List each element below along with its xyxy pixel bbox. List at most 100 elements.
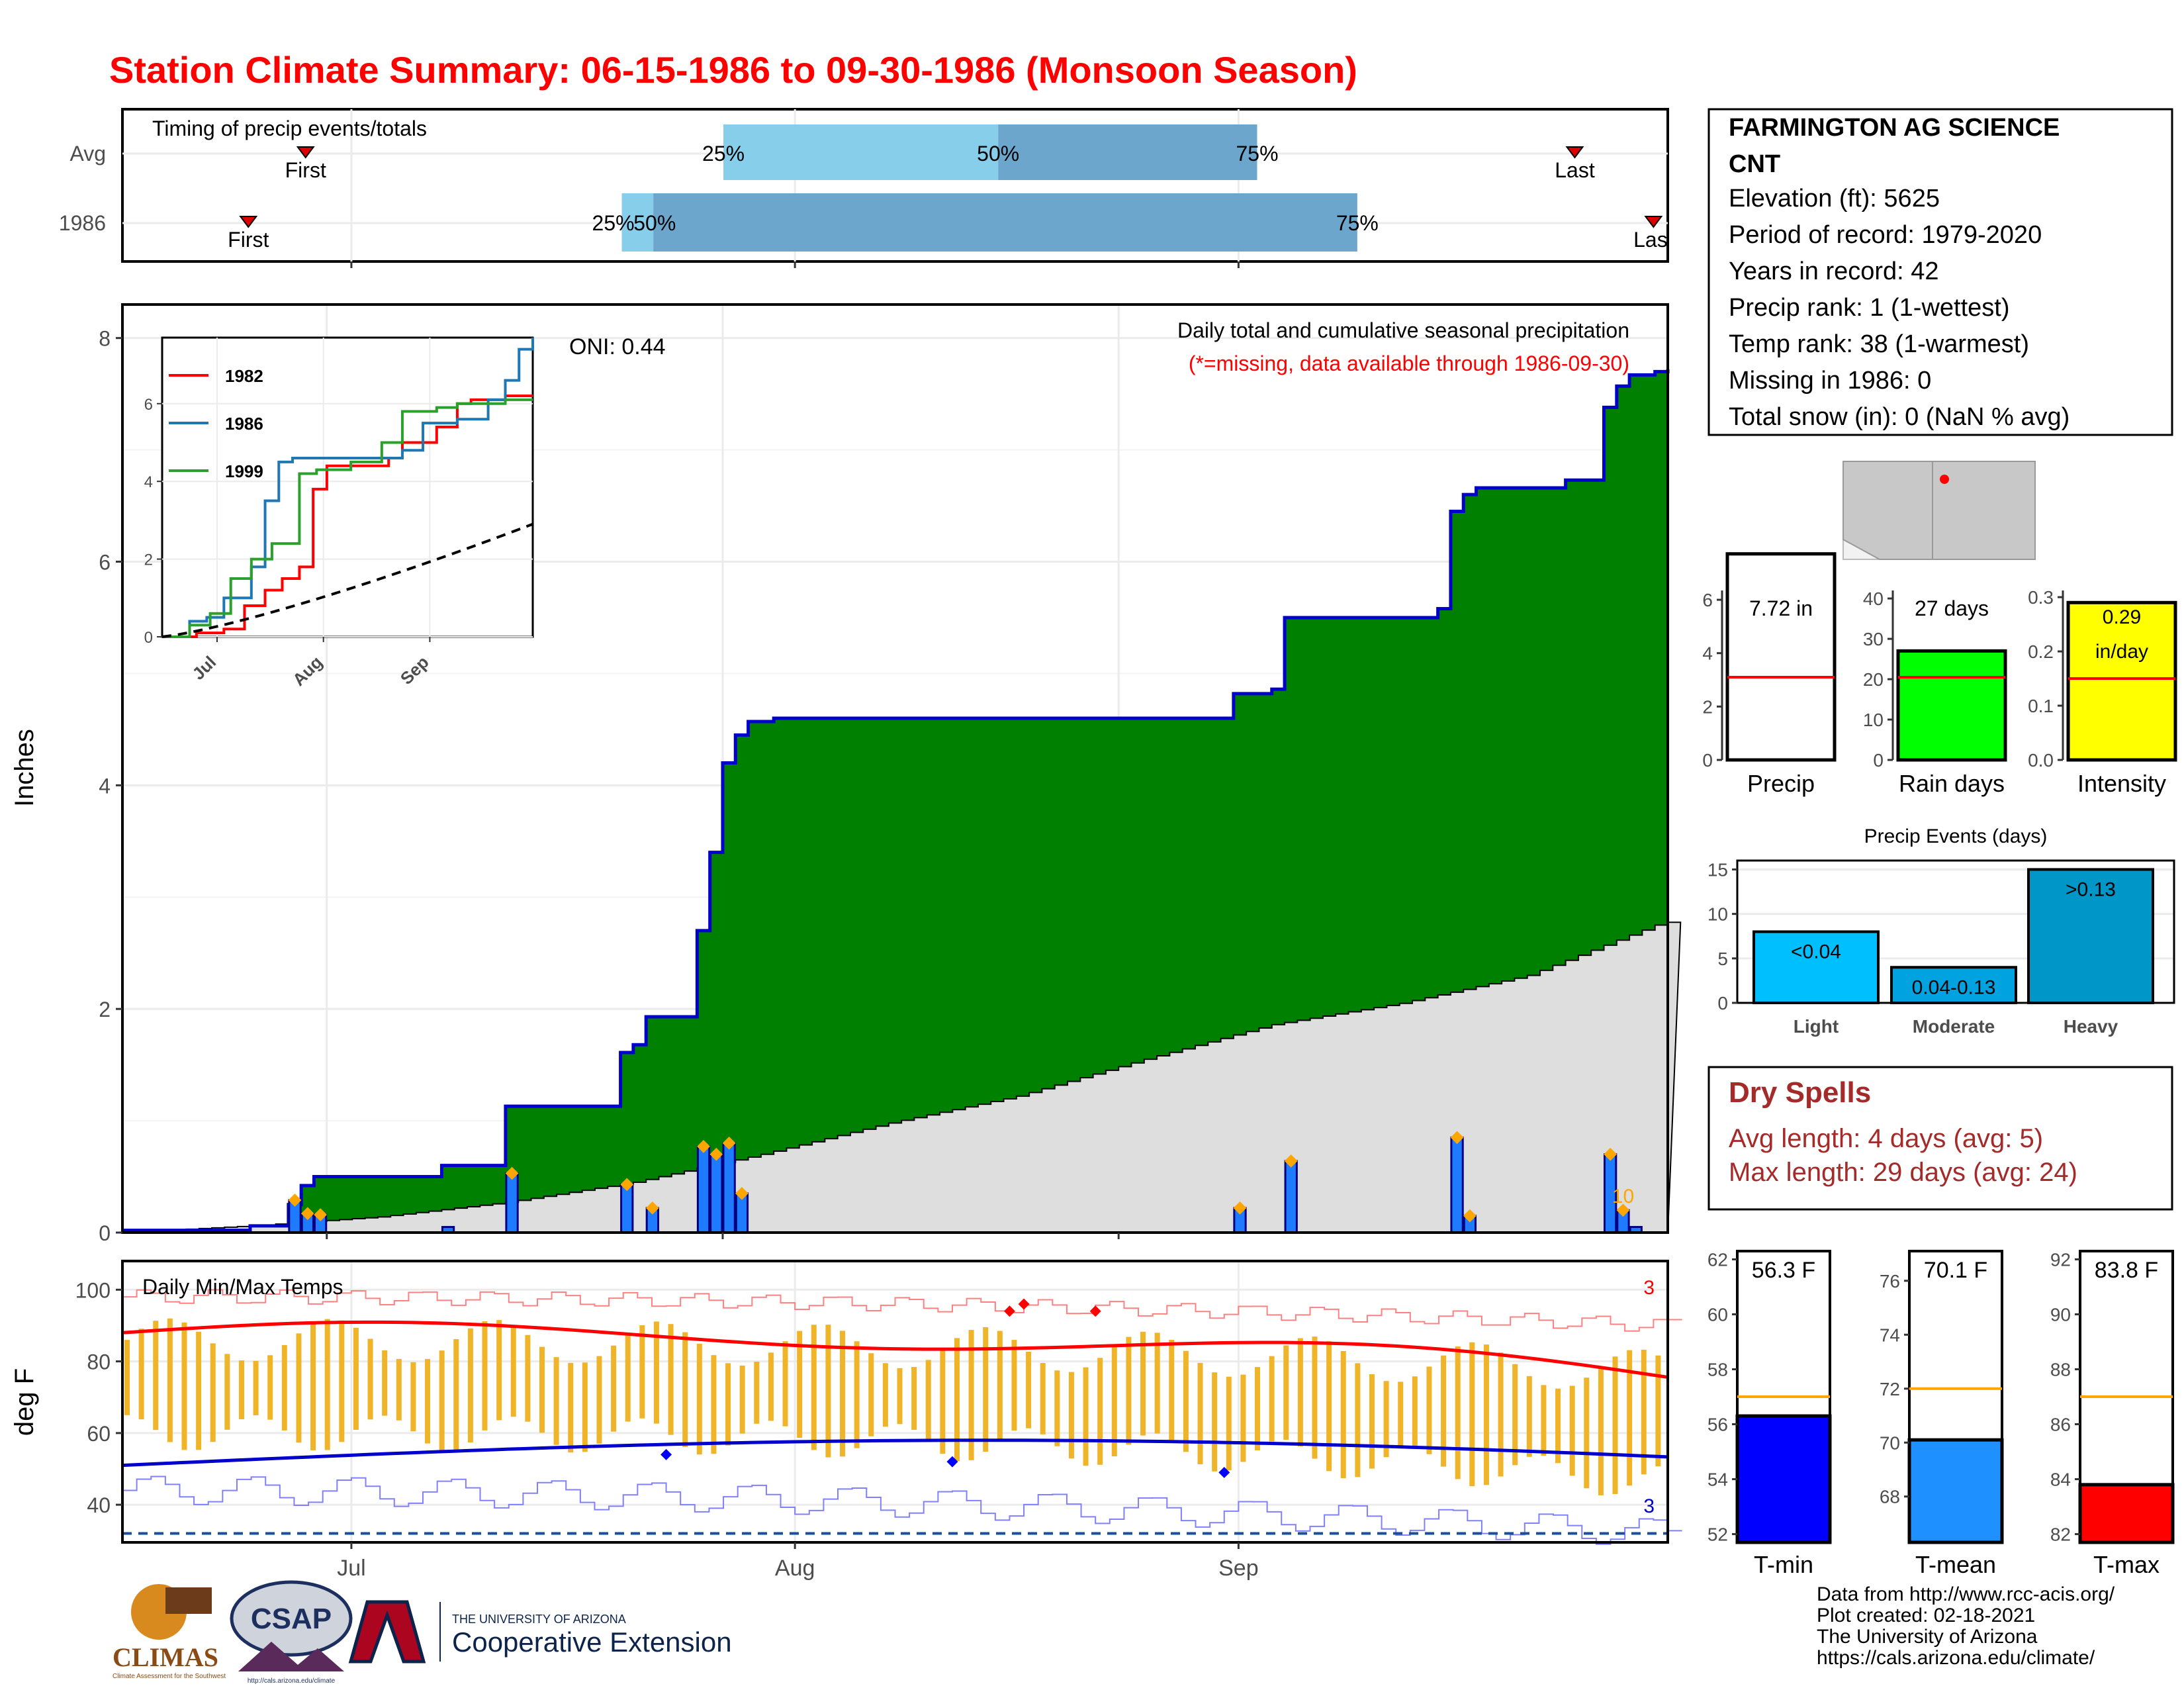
timing-bar-avg-50-75 [998, 124, 1257, 180]
dry-spells-avg-length: Avg length: 4 days (avg: 5) [1729, 1124, 2043, 1153]
daily-temp-bar [367, 1338, 373, 1420]
daily-temp-bar [1255, 1367, 1261, 1450]
timing-row-label-avg: Avg [69, 142, 106, 165]
events-bar-light [1752, 930, 1880, 1004]
daily-temp-bar [224, 1354, 230, 1430]
average-tmax-line [122, 1320, 1668, 1380]
daily-temp-bar [568, 1362, 574, 1453]
ua-logo-small-text: THE UNIVERSITY OF ARIZONA [452, 1613, 626, 1626]
daily-precip-marker [735, 1186, 749, 1200]
events-ytick-label: 15 [1707, 859, 1728, 880]
timing-bar-avg-25-50 [723, 124, 999, 180]
map-state-new-mexico [1932, 461, 2036, 560]
daily-temp-bar [1426, 1366, 1432, 1454]
summary-bar-label-2: Intensity [2077, 770, 2166, 797]
temp-summary-ytick-label: 56 [1707, 1415, 1728, 1435]
daily-temp-bar [639, 1325, 645, 1419]
inset-frame [161, 336, 534, 638]
inset-ytick-label: 4 [144, 473, 153, 491]
daily-precip-bar [709, 1153, 723, 1234]
daily-temp-bar [1197, 1362, 1203, 1465]
station-info-line: Precip rank: 1 (1-wettest) [1729, 294, 2009, 322]
daily-temp-bar [911, 1367, 917, 1430]
daily-temp-bar [925, 1360, 931, 1442]
daily-precip-marker [1284, 1154, 1298, 1168]
events-ytick-label: 10 [1707, 904, 1728, 925]
daily-temp-bar [1498, 1352, 1504, 1477]
temp-panel-frame [121, 1260, 1669, 1544]
daily-temp-bar [496, 1320, 502, 1421]
daily-temp-bar [1412, 1376, 1418, 1448]
daily-precip-marker [1233, 1201, 1247, 1215]
record-low-line [122, 1476, 1682, 1545]
timing-avg-p75: 75% [1236, 142, 1278, 165]
temp-summary-ytick-label: 76 [1880, 1271, 1900, 1291]
daily-temp-bar [281, 1344, 287, 1430]
inset-line-1999 [162, 398, 533, 638]
summary-ytick-label: 4 [1702, 643, 1713, 664]
daily-temp-bar [539, 1346, 545, 1433]
daily-precip-marker [1604, 1147, 1617, 1161]
daily-temp-bar [968, 1330, 974, 1460]
daily-temp-bar [210, 1343, 216, 1442]
events-ytick-label: 0 [1717, 993, 1728, 1013]
daily-temp-bar [482, 1321, 488, 1430]
station-info-line: Missing in 1986: 0 [1729, 367, 1931, 395]
daily-temp-bar [324, 1319, 330, 1450]
daily-temp-bar [1584, 1378, 1590, 1489]
summary-bar-label-1: Rain days [1899, 770, 2005, 797]
climas-logo-text: CLIMAS [113, 1642, 218, 1672]
temp-summary-ytick-label: 54 [1707, 1470, 1728, 1490]
summary-value-2b: in/day [2095, 641, 2148, 663]
daily-temp-bar [1383, 1381, 1389, 1458]
inset-ytick-label: 6 [144, 396, 153, 414]
daily-temp-bar [954, 1338, 960, 1462]
events-bar-label: 0.04-0.13 [1912, 976, 1996, 998]
summary-bar-1 [1896, 649, 2007, 762]
daily-temp-bar [711, 1355, 717, 1454]
daily-temp-bar [696, 1343, 702, 1455]
daily-temp-bar [138, 1329, 144, 1420]
daily-precip-marker [1616, 1203, 1630, 1217]
daily-temp-bar [1212, 1372, 1218, 1472]
daily-temp-bar [410, 1362, 416, 1432]
page-title: Station Climate Summary: 06-15-1986 to 0… [109, 49, 1357, 91]
summary-ytick-label: 0 [1873, 750, 1884, 771]
precip-ytick-label: 4 [99, 774, 111, 798]
daily-temp-bar [1183, 1350, 1189, 1452]
credit-line: https://cals.arizona.edu/climate/ [1817, 1647, 2095, 1669]
record-high-line [122, 1289, 1682, 1332]
daily-temp-bar [1297, 1338, 1303, 1447]
daily-precip-marker [314, 1208, 328, 1221]
daily-precip-marker [1463, 1209, 1477, 1223]
summary-ytick-label: 6 [1702, 590, 1713, 610]
temp-summary-ytick-label: 68 [1880, 1487, 1900, 1507]
daily-temp-bar [1455, 1346, 1461, 1479]
summary-ytick-label: 2 [1702, 696, 1713, 717]
events-bar-moderate [1890, 966, 2017, 1004]
precip-ytick-label: 6 [99, 551, 111, 575]
timing-bar-1986-50-75 [653, 193, 1357, 252]
temp-ytick-label: 40 [87, 1493, 111, 1517]
daily-precip-bar [505, 1172, 519, 1234]
timing-avg-last: Last [1555, 158, 1595, 182]
temp-xtick-label: Jul [337, 1556, 365, 1581]
temp-summary-ytick-label: 70 [1880, 1432, 1900, 1453]
inset-legend-label: 1982 [225, 366, 263, 386]
daily-temp-bar [181, 1322, 187, 1450]
events-title: Precip Events (days) [1864, 825, 2048, 847]
events-ytick-label: 5 [1717, 949, 1728, 969]
station-info-line: Temp rank: 38 (1-warmest) [1729, 330, 2029, 358]
daily-temp-bar [1627, 1350, 1633, 1486]
daily-temp-bar [1355, 1363, 1361, 1477]
inset-ytick-label: 2 [144, 551, 153, 569]
daily-temp-bar [1026, 1351, 1032, 1429]
daily-temp-bar [897, 1368, 903, 1425]
temp-summary-label-0: T-min [1754, 1551, 1813, 1578]
daily-temp-bar [1655, 1355, 1661, 1467]
daily-temp-bar [1169, 1339, 1175, 1440]
daily-temp-bar [1326, 1341, 1332, 1472]
csap-logo-url: http://cals.arizona.edu/climate [248, 1677, 336, 1685]
temp-ytick-label: 80 [87, 1350, 111, 1374]
